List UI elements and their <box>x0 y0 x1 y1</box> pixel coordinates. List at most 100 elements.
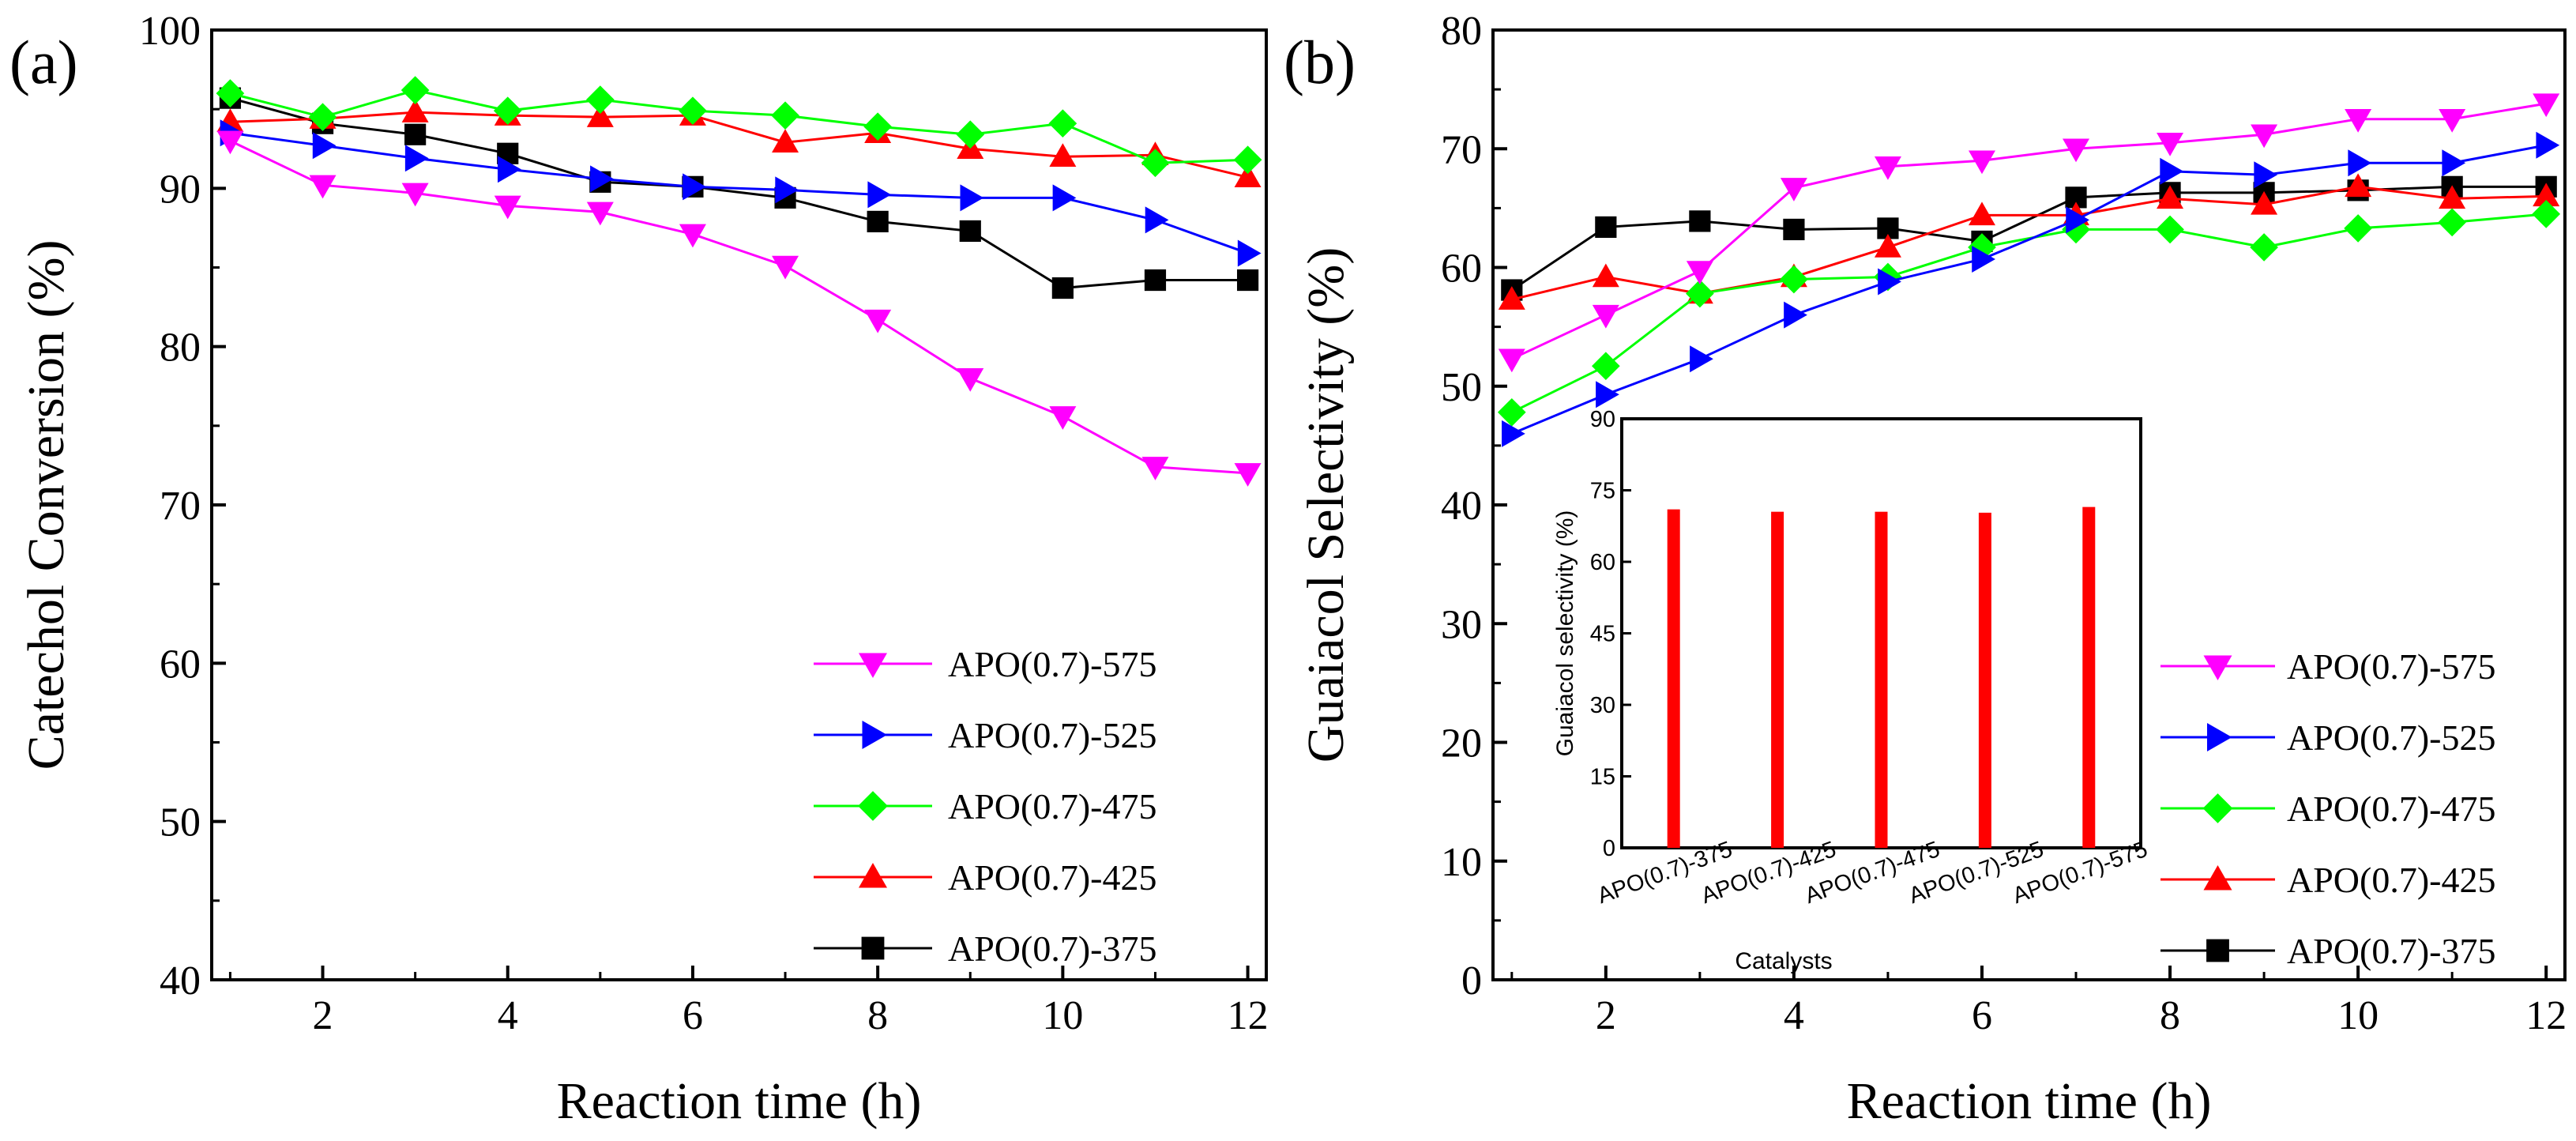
x-axis-title: Reaction time (h) <box>1847 1072 2212 1130</box>
y-axis-title: Guaiacol Selectivity (%) <box>1297 247 1355 763</box>
series-line <box>229 139 1248 475</box>
legend-label: APO(0.7)-525 <box>948 715 1156 755</box>
x-tick-label: 4 <box>498 993 518 1038</box>
data-point <box>1968 150 1995 175</box>
data-point <box>1595 216 1617 239</box>
data-point <box>683 173 706 201</box>
inset-bar <box>2082 506 2096 848</box>
inset-y-tick-label: 75 <box>1590 479 1615 504</box>
data-point <box>2160 157 2184 185</box>
data-point <box>1592 263 1619 288</box>
x-axis-ticks: 2 4 6 8 10 12 <box>1510 966 2567 1038</box>
y-tick-label: 10 <box>1441 840 1482 885</box>
y-tick-label: 0 <box>1461 958 1482 1004</box>
x-tick-label: 2 <box>313 993 333 1038</box>
legend-marker <box>862 721 887 749</box>
data-point <box>772 255 799 280</box>
inset-x-axis-title: Catalysts <box>1735 948 1832 974</box>
data-point <box>1052 184 1077 212</box>
series-line <box>230 96 1248 290</box>
y-tick-label: 30 <box>1441 602 1482 647</box>
series-line <box>1511 102 2547 360</box>
y-tick-label: 70 <box>160 484 201 529</box>
legend-marker <box>859 863 887 888</box>
y-tick-label: 100 <box>139 9 201 54</box>
data-point <box>1048 109 1077 138</box>
inset-y-tick-label: 0 <box>1603 836 1615 861</box>
x-tick-label: 8 <box>867 993 888 1038</box>
data-point <box>401 76 430 104</box>
inset-bar-chart: 0153045607590APO(0.7)-375APO(0.7)-425APO… <box>1552 407 2151 974</box>
data-point <box>216 79 245 107</box>
inset-bar <box>1771 511 1784 848</box>
data-point <box>2063 138 2090 163</box>
inset-y-tick-label: 60 <box>1590 550 1615 575</box>
legend-label: APO(0.7)-475 <box>2287 789 2495 829</box>
x-axis-title: Reaction time (h) <box>557 1072 922 1130</box>
data-point <box>867 181 892 209</box>
data-point <box>1686 279 1714 308</box>
data-point <box>2438 208 2467 237</box>
data-point <box>2439 185 2466 209</box>
x-tick-label: 6 <box>683 993 703 1038</box>
data-point <box>1236 269 1259 292</box>
y-tick-label: 90 <box>160 167 201 212</box>
legend-marker <box>2202 793 2233 823</box>
data-point <box>1049 143 1077 168</box>
legend-item: APO(0.7)-575 <box>814 644 1156 684</box>
legend-label: APO(0.7)-375 <box>2287 931 2495 971</box>
legend-item: APO(0.7)-475 <box>814 786 1156 827</box>
data-point <box>1592 304 1619 329</box>
data-point <box>312 132 337 160</box>
data-point <box>1051 277 1074 299</box>
data-point <box>959 220 981 243</box>
series-line <box>230 88 1248 164</box>
legend-marker <box>2207 723 2232 751</box>
data-point <box>772 129 799 153</box>
series-APO(0.7)-425 <box>1498 173 2560 310</box>
legend-item: APO(0.7)-425 <box>814 857 1156 898</box>
data-point <box>1686 261 1713 285</box>
x-tick-label: 10 <box>2337 993 2379 1038</box>
data-point <box>679 96 707 126</box>
y-axis-ticks: 40 50 60 70 80 90 100 <box>139 9 226 1004</box>
series-group <box>1497 93 2561 447</box>
data-point <box>1141 149 1170 178</box>
y-tick-label: 80 <box>160 326 201 371</box>
x-tick-label: 6 <box>1972 993 1992 1038</box>
series-line <box>1511 144 2547 435</box>
data-point <box>960 184 984 212</box>
panel-a-chart: (a) 40 50 60 70 80 90 100 2 4 6 8 10 12 Reaction time … <box>9 9 1269 1130</box>
data-point <box>2156 215 2184 244</box>
data-point <box>586 104 614 127</box>
data-point <box>1878 268 1901 296</box>
y-tick-label: 80 <box>1441 9 1482 54</box>
legend-label: APO(0.7)-375 <box>948 928 1156 969</box>
legend-label: APO(0.7)-575 <box>948 644 1156 684</box>
data-point <box>1144 269 1167 292</box>
data-point <box>1596 381 1619 409</box>
data-point <box>1780 178 1807 201</box>
data-point <box>1689 210 1711 232</box>
inset-bar <box>1875 511 1888 848</box>
panel-label: (a) <box>9 28 78 96</box>
x-axis-ticks: 2 4 6 8 10 12 <box>228 966 1269 1038</box>
data-point <box>2345 173 2372 198</box>
data-point <box>2533 93 2560 118</box>
y-tick-label: 50 <box>160 800 201 845</box>
data-point <box>2251 190 2278 215</box>
data-point <box>404 123 427 145</box>
data-point <box>401 183 429 207</box>
legend-marker <box>2203 865 2232 891</box>
legend: APO(0.7)-575 APO(0.7)-525 APO(0.7)-475 APO(… <box>814 644 1156 969</box>
series-APO(0.7)-575 <box>216 130 1262 487</box>
data-point <box>2532 200 2561 228</box>
data-point <box>956 120 985 149</box>
legend-item: APO(0.7)-425 <box>2160 860 2495 900</box>
series-line <box>230 131 1249 254</box>
data-point <box>1234 164 1262 188</box>
data-point <box>679 224 706 248</box>
y-tick-label: 20 <box>1441 721 1482 766</box>
data-point <box>1498 348 1525 373</box>
